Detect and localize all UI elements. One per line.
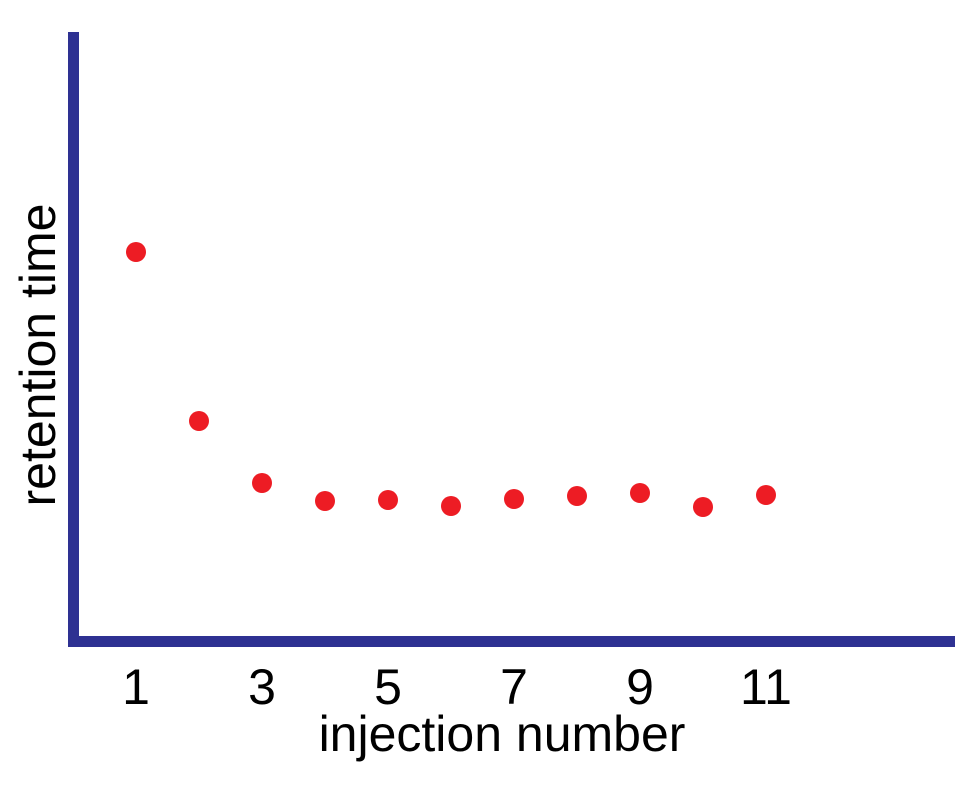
y-axis-line <box>68 32 79 647</box>
data-point <box>378 489 398 510</box>
data-point <box>441 495 461 516</box>
x-tick-label: 1 <box>122 659 150 715</box>
data-point <box>126 242 146 263</box>
data-point <box>315 491 335 512</box>
x-tick-label: 9 <box>626 659 654 715</box>
x-tick-label: 7 <box>500 659 528 715</box>
x-tick-label: 5 <box>374 659 402 715</box>
x-axis-label: injection number <box>318 706 686 762</box>
data-point <box>756 484 776 505</box>
data-point <box>567 486 587 507</box>
data-point <box>189 411 209 432</box>
x-tick-label: 11 <box>740 659 792 715</box>
data-point <box>693 497 713 518</box>
data-point <box>630 483 650 504</box>
x-axis-line <box>68 636 955 647</box>
data-point <box>504 489 524 510</box>
y-axis-label: retention time <box>10 203 66 507</box>
x-tick-label: 3 <box>248 659 276 715</box>
data-point <box>252 473 272 494</box>
